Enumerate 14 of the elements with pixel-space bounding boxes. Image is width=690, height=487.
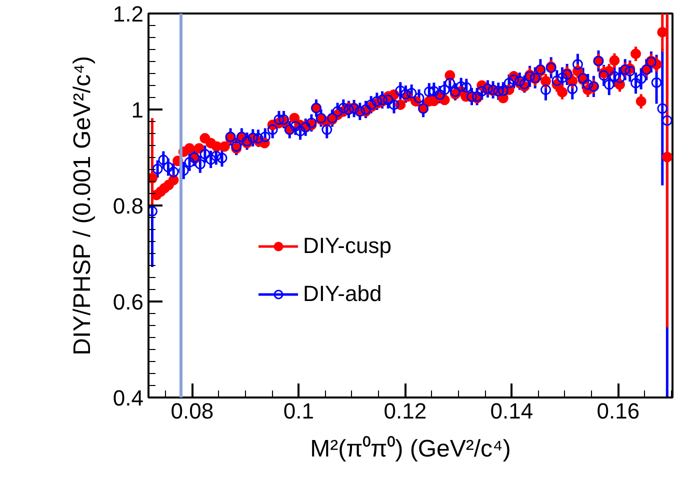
legend-label: DIY-abd — [303, 281, 382, 307]
x-tick-label: 0.12 — [384, 398, 427, 424]
y-axis-title: DIY/PHSP / (0.001 GeV²/c⁴) — [68, 56, 96, 356]
y-tick-label: 1.2 — [112, 2, 144, 26]
x-tick-label: 0.14 — [490, 398, 534, 424]
x-tick-label: 0.1 — [283, 398, 314, 424]
y-tick-label: 1 — [131, 98, 144, 122]
x-tick-label: 0.08 — [170, 398, 214, 424]
y-tick-label: 0.6 — [112, 290, 144, 314]
legend-label: DIY-cusp — [303, 233, 392, 259]
x-axis-title: M²(π⁰π⁰) (GeV²/c⁴) — [310, 436, 511, 462]
y-tick-label: 0.4 — [112, 386, 144, 410]
y-tick-label: 0.8 — [112, 194, 144, 218]
x-tick-label: 0.16 — [596, 398, 640, 424]
